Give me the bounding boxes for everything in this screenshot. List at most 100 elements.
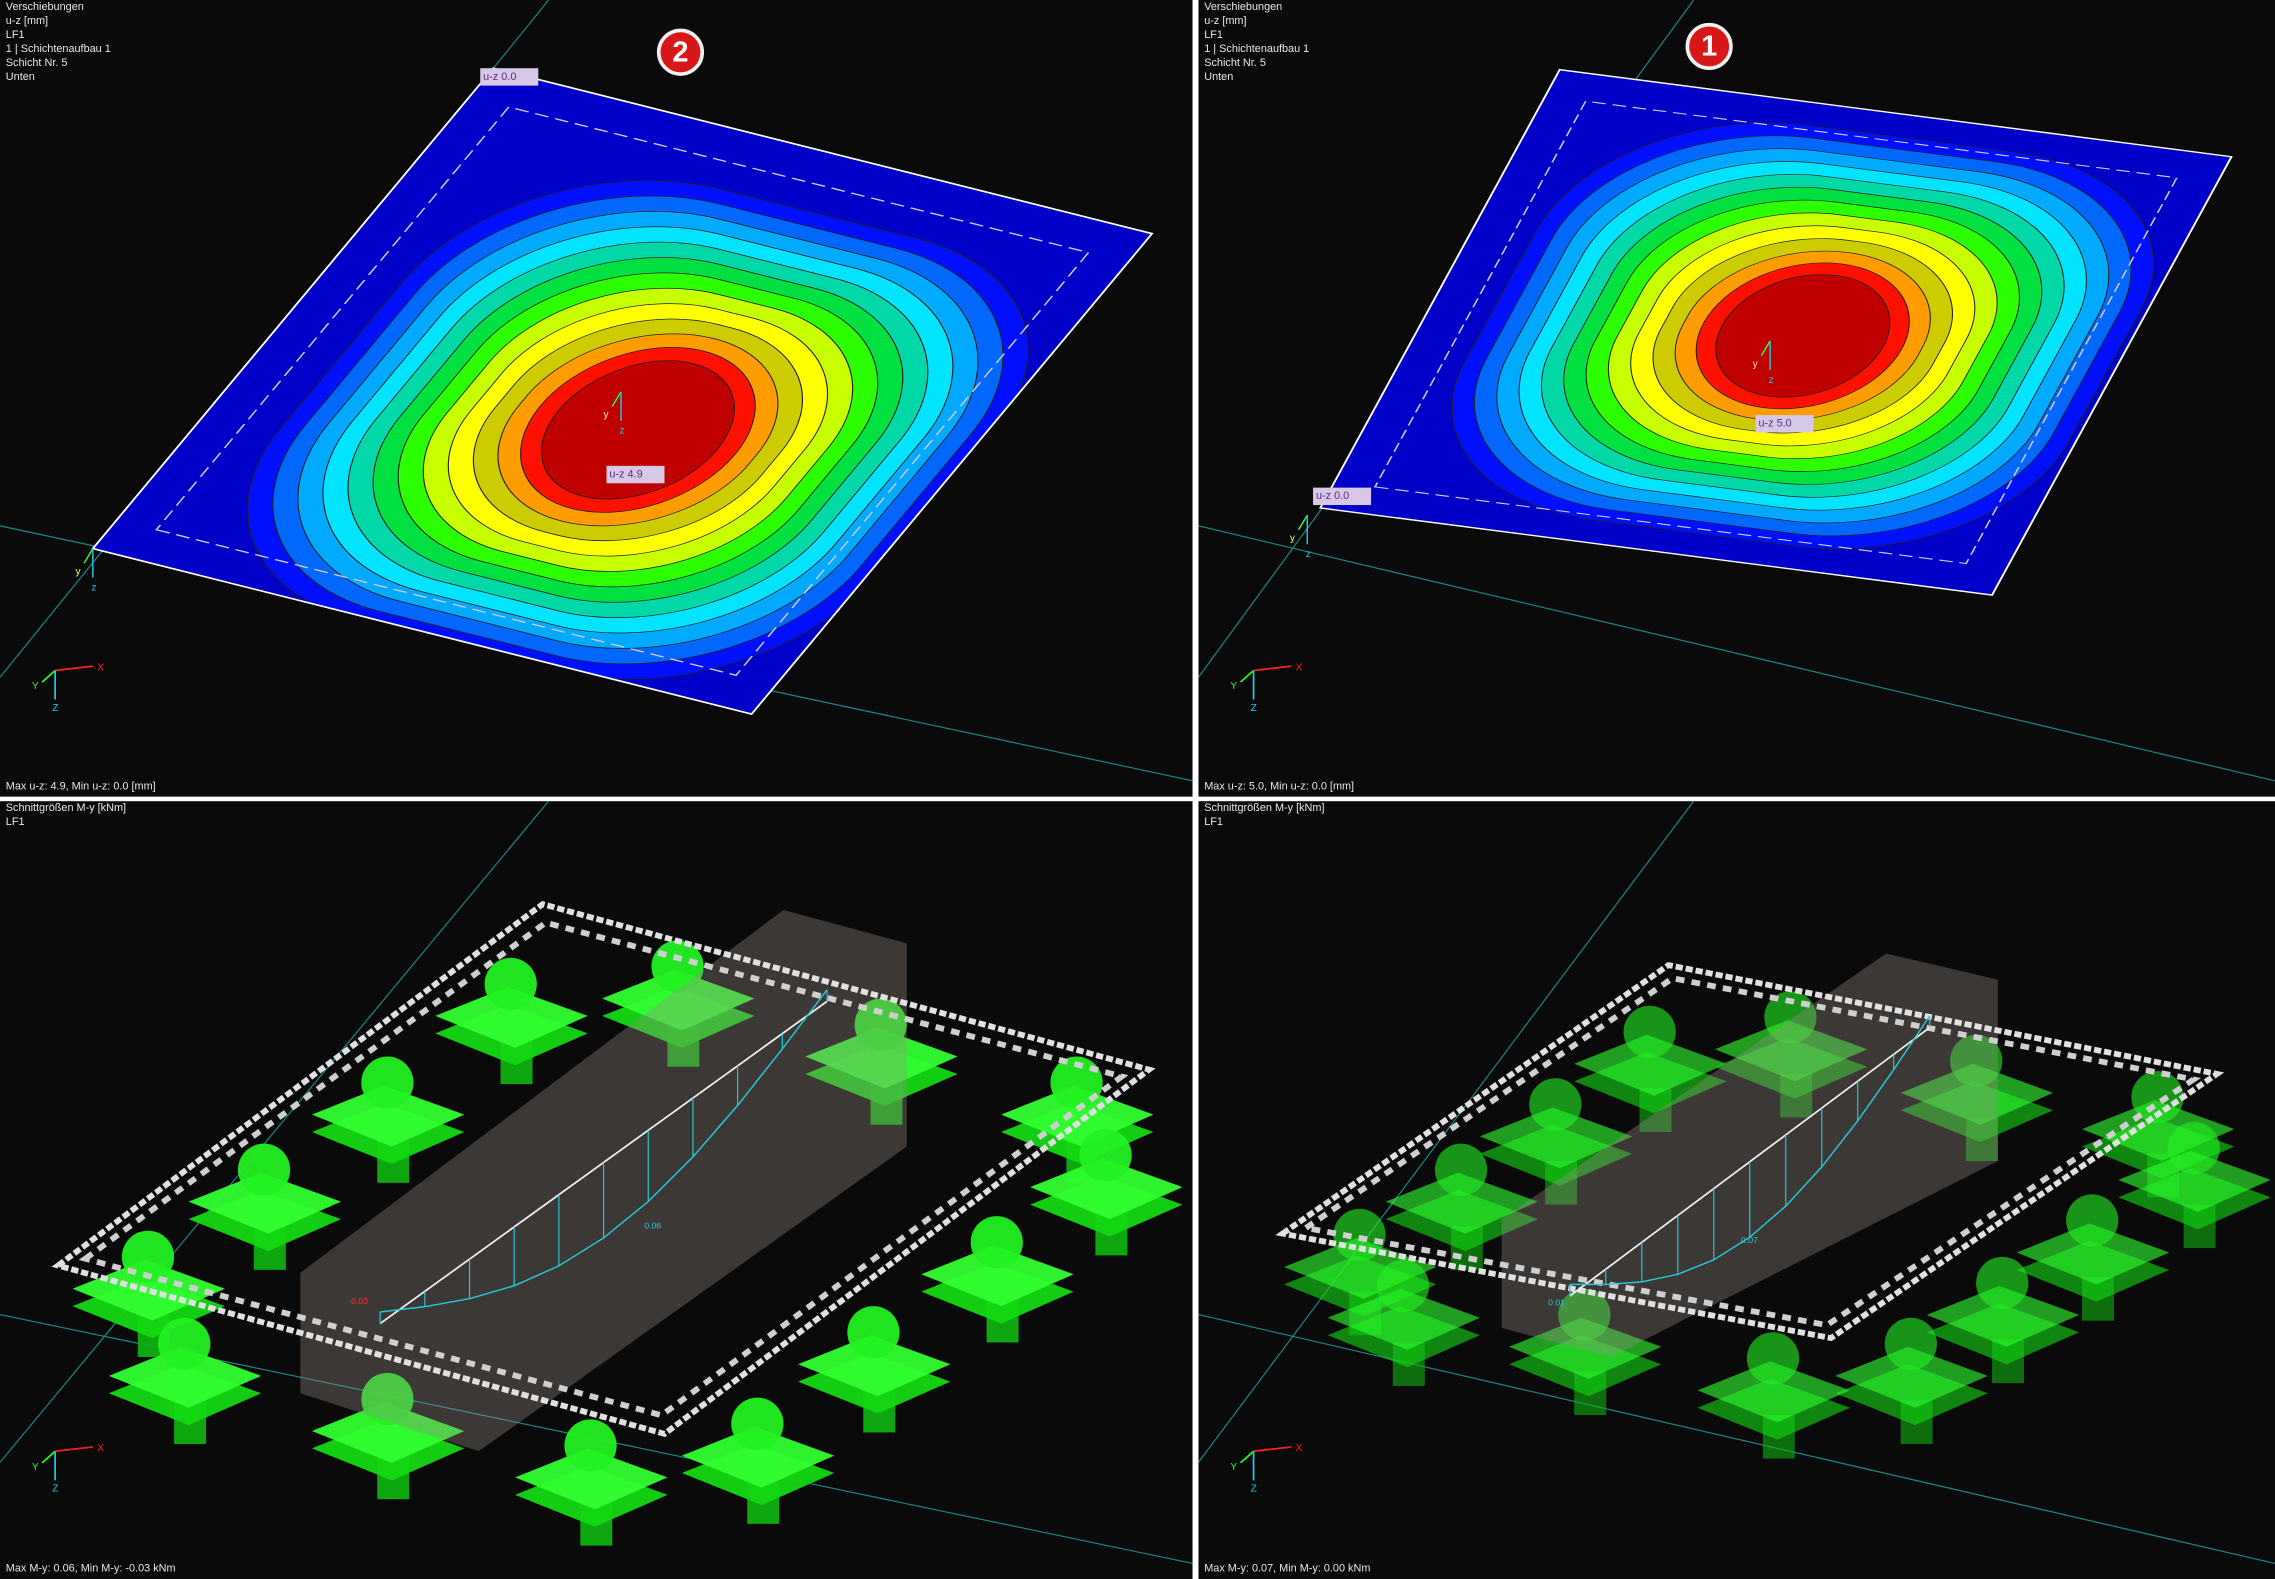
support-plate [1574,1034,1727,1096]
support-plate [681,1426,835,1488]
triad-label: X [1296,662,1303,673]
triad-label: Y [32,681,39,692]
support-plate [188,1172,341,1234]
value-label: u-z 5.0 [1758,418,1791,430]
support-hinge [2131,1071,2184,1124]
local-axis [1297,514,1308,531]
local-axis-label: z [1306,549,1311,560]
support-hinge [1558,1288,1611,1341]
support-plate [1926,1285,2080,1347]
plate [1318,68,2233,596]
support-plate [1385,1172,1538,1234]
triad-y [1239,669,1255,683]
support-hinge [2167,1121,2220,1175]
contour-band [540,360,735,500]
support-hinge [731,1397,784,1450]
support-plate [1714,1020,1868,1082]
local-axis-label: y [1753,359,1759,370]
support-hinge [2066,1194,2119,1247]
footer: Max M-y: 0.07, Min M-y: 0.00 kNm [1204,1563,1370,1575]
support-hinge [361,1056,414,1109]
footer: Max M-y: 0.06, Min M-y: -0.03 kNm [6,1563,176,1575]
frame-inner [78,919,1129,1419]
global-axis [1198,1313,2275,1565]
support-hinge [1746,1332,1800,1385]
support-hinge [1434,1143,1488,1196]
frame-inner [1298,975,2202,1329]
info-line: Unten [6,71,35,83]
contour-band [1715,274,1891,398]
info-line: u-z [mm] [6,15,48,27]
support-plate [1030,1158,1183,1220]
local-axis-label: y [1290,533,1296,544]
triad-y [41,1450,56,1464]
info-line: Verschiebungen [1204,1,1282,13]
triad-y [41,669,56,683]
triad-y [1239,1450,1255,1464]
support-hinge [158,1317,211,1371]
info-line: u-z [mm] [1204,15,1246,27]
info-line: LF1 [1204,29,1223,41]
triad-label: Z [1251,1484,1257,1495]
plate-edge [91,67,1154,716]
value-label: u-z 0.0 [1316,490,1349,502]
value-label-bg [1755,415,1814,433]
plate [91,67,1154,716]
info-line: Schicht Nr. 5 [6,57,68,69]
badge-number: 1 [1701,31,1717,63]
support-hinge [854,998,907,1051]
badge [1685,22,1733,71]
viewport: Verschiebungen u-z [mm] LF1 1 | Schichtenau… [1198,0,2275,797]
support-hinge [361,1372,414,1426]
info-line: Schnittgrößen M-y [kNm] [6,802,126,814]
value-label-bg [480,68,539,86]
info-line: 1 | Schichtenaufbau 1 [6,43,111,55]
triad-label: X [97,1443,104,1454]
value-label: 0.07 [1741,1235,1758,1245]
support-plate [311,1401,465,1463]
plate-inner-edge [155,106,1090,677]
support-hinge [1623,1005,1676,1058]
triad-x [55,1446,93,1453]
local-axis-label: y [604,410,610,421]
support-hinge [1529,1078,1582,1131]
local-axis [83,548,94,564]
info-line: Unten [1204,71,1233,83]
support-plate [1479,1107,1633,1169]
triad-x [1253,1446,1292,1453]
info-line: 1 | Schichtenaufbau 1 [1204,43,1309,55]
support-hinge [1976,1256,2029,1310]
triad-x [1253,665,1292,672]
value-label: -0.03 [348,1296,368,1306]
support-hinge [564,1419,617,1472]
triad-x [55,665,93,672]
triad-label: Y [1230,681,1237,692]
moment-diagram [1569,1015,1931,1286]
support-hinge [1376,1259,1430,1312]
local-axis [1760,340,1771,356]
badge-number: 2 [672,36,688,68]
info-line: LF1 [6,29,25,41]
local-axis-label: z [91,582,96,593]
support-hinge [237,1143,291,1196]
value-label-bg [1313,487,1372,506]
value-label: 0.06 [644,1221,661,1231]
viewport-bg [1198,801,2275,1579]
local-axis-label: y [75,566,81,577]
info-line: LF1 [1204,816,1223,828]
plate-edge [1318,68,2233,596]
footer: Max u-z: 4.9, Min u-z: 0.0 [mm] [6,780,156,792]
support-plate [1900,1063,2054,1125]
support-plate [2016,1223,2170,1285]
support-plate [108,1346,262,1408]
member-axis [1569,1026,1931,1297]
support-plate [435,986,588,1048]
support-plate [2118,1150,2271,1212]
triad-label: Y [32,1462,39,1473]
support-plate [602,969,755,1031]
support-plate [72,1259,225,1321]
value-label: 0.01 [1548,1298,1565,1308]
support-plate [921,1245,1074,1307]
support-hinge [1950,1034,2003,1088]
